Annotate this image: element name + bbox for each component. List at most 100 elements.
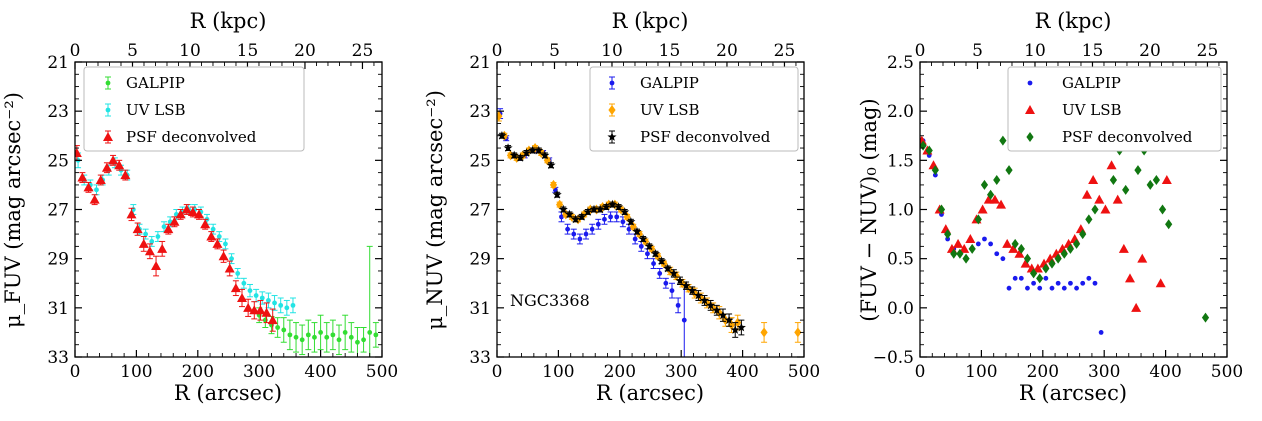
- data-point: [1005, 165, 1013, 176]
- data-point: [571, 231, 577, 237]
- data-point: [287, 332, 293, 338]
- data-point: [994, 251, 1000, 257]
- x-tick-label: 500: [1211, 362, 1243, 382]
- data-point: [663, 263, 673, 273]
- data-point: [216, 234, 222, 239]
- data-point: [108, 155, 119, 165]
- data-point: [1002, 238, 1013, 248]
- x-tick-label: 500: [366, 362, 398, 382]
- data-point: [663, 280, 669, 286]
- data-point: [565, 226, 571, 232]
- legend-marker: [608, 103, 616, 117]
- legend-symbol: [1025, 105, 1035, 114]
- data-point: [626, 226, 632, 232]
- data-point: [1008, 243, 1019, 253]
- data-point: [521, 148, 532, 157]
- data-point: [656, 256, 667, 266]
- data-point: [1124, 273, 1135, 283]
- data-point: [1072, 238, 1081, 249]
- data-point: [235, 271, 241, 276]
- data-point: [206, 231, 217, 241]
- y-tick-label: 2.0: [887, 102, 914, 122]
- data-point: [1082, 189, 1093, 199]
- y-tick-label: 33: [47, 348, 69, 368]
- data-point: [247, 288, 253, 294]
- data-point: [336, 337, 342, 343]
- y-tick-label: 23: [469, 102, 491, 122]
- x-tick-label: 200: [1027, 362, 1059, 382]
- data-point: [559, 214, 564, 220]
- x-tick-label: 100: [120, 362, 152, 382]
- data-point: [187, 206, 198, 216]
- data-point: [1086, 275, 1092, 281]
- nuv-legend: GALPIP UV LSB PSF deconvolved: [589, 66, 799, 152]
- fuv-legend-label-uvlsb: UV LSB: [126, 101, 186, 119]
- data-point: [194, 209, 205, 219]
- data-point: [1011, 238, 1019, 249]
- legend-marker: [607, 130, 617, 144]
- data-point: [212, 238, 223, 248]
- data-point: [956, 248, 964, 259]
- x-tick-label: 300: [1088, 362, 1120, 382]
- data-point: [1165, 219, 1173, 230]
- data-point: [1098, 330, 1104, 335]
- data-point: [1060, 248, 1068, 259]
- nuv-ticks: 0 100 200 300 400 500 0 5 10 15 20 25 21 23 25 27 29 31 33: [469, 41, 820, 382]
- data-point: [681, 280, 691, 290]
- x-tick-label: 500: [788, 362, 820, 382]
- data-point: [1158, 204, 1167, 215]
- data-point: [644, 241, 654, 251]
- fuv-legend-label-psf: PSF deconvolved: [126, 128, 257, 146]
- data-point: [1049, 285, 1055, 291]
- data-point: [977, 204, 988, 214]
- data-point: [980, 179, 989, 190]
- data-point: [645, 251, 650, 257]
- nuv-legend-label-galpip: GALPIP: [640, 74, 699, 92]
- data-point: [706, 300, 716, 310]
- color-top-axis-label: R (kpc): [1035, 9, 1112, 33]
- data-point: [224, 263, 235, 273]
- data-point: [259, 295, 265, 301]
- data-point: [1118, 243, 1129, 253]
- nuv-legend-label-uvlsb: UV LSB: [640, 101, 700, 119]
- data-point: [299, 337, 305, 343]
- data-point: [583, 207, 593, 216]
- data-point: [638, 243, 644, 249]
- fuv-panel: 0 100 200 300 400 500 0 5 10 15 20 25 21 23 25 27 29 31 33…: [1, 9, 398, 405]
- legend-marker: [103, 130, 113, 144]
- series-uv-lsb: [75, 152, 296, 316]
- data-point: [163, 224, 174, 234]
- legend-marker: [105, 103, 111, 117]
- x2-tick-label: 25: [774, 41, 796, 61]
- nuv-legend-box: [589, 66, 799, 152]
- legend-symbol: [103, 132, 113, 141]
- data-point: [987, 189, 995, 200]
- data-point: [577, 236, 583, 242]
- y-tick-label: 1.5: [887, 151, 914, 171]
- fuv-legend-label-galpip: GALPIP: [126, 74, 185, 92]
- data-point: [1042, 263, 1050, 274]
- color-legend: GALPIP UV LSB PSF deconvolved: [1007, 66, 1222, 152]
- data-point: [1131, 302, 1142, 312]
- x-tick-label: 400: [1149, 362, 1181, 382]
- x2-tick-label: 15: [659, 41, 681, 61]
- data-point: [718, 310, 728, 320]
- legend-marker: [1027, 80, 1033, 86]
- data-point: [614, 214, 620, 220]
- data-point: [284, 305, 290, 311]
- legend-marker: [105, 76, 111, 90]
- data-point: [1061, 285, 1067, 291]
- y-tick-label: 31: [47, 299, 69, 319]
- data-point: [1048, 258, 1056, 269]
- data-point: [120, 170, 131, 180]
- data-point: [669, 268, 679, 278]
- color-legend-entry-1: UV LSB: [1025, 101, 1122, 119]
- data-point: [693, 290, 703, 300]
- color-legend-entry-0: GALPIP: [1027, 74, 1121, 92]
- x-tick-label: 300: [665, 362, 697, 382]
- data-point: [1031, 280, 1036, 286]
- y-tick-label: 27: [469, 201, 491, 221]
- data-point: [577, 212, 587, 221]
- data-point: [736, 322, 746, 332]
- data-point: [968, 243, 976, 254]
